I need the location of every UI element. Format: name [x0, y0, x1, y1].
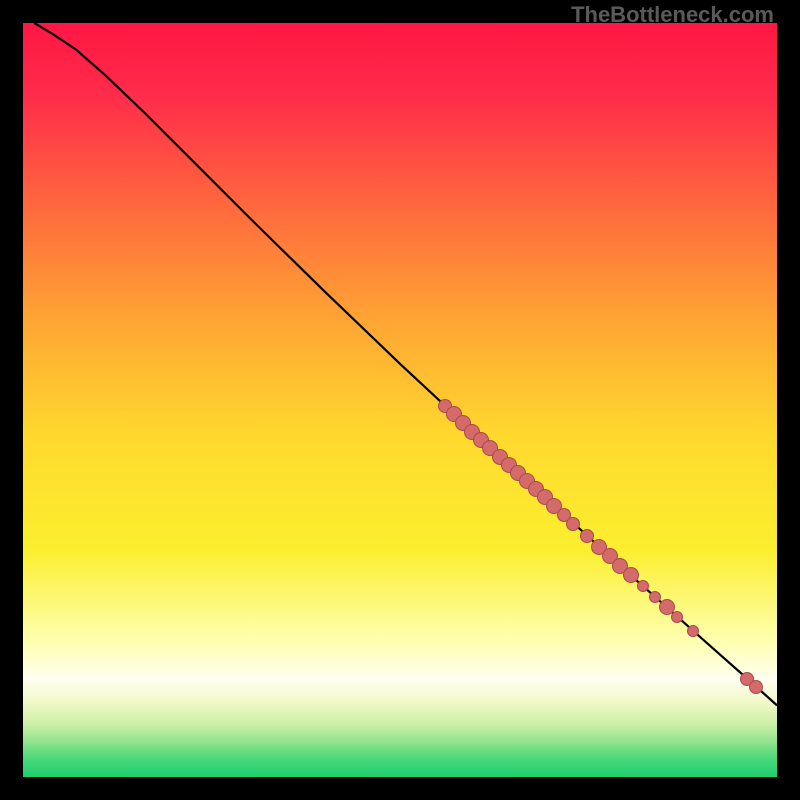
data-marker — [749, 680, 763, 694]
data-marker — [687, 625, 699, 637]
data-marker — [637, 580, 649, 592]
data-marker — [580, 529, 594, 543]
markers-layer — [23, 23, 777, 777]
data-marker — [671, 611, 683, 623]
data-marker — [623, 567, 639, 583]
watermark-text: TheBottleneck.com — [571, 2, 774, 28]
plot-area — [23, 23, 777, 777]
data-marker — [649, 591, 661, 603]
data-marker — [566, 517, 580, 531]
